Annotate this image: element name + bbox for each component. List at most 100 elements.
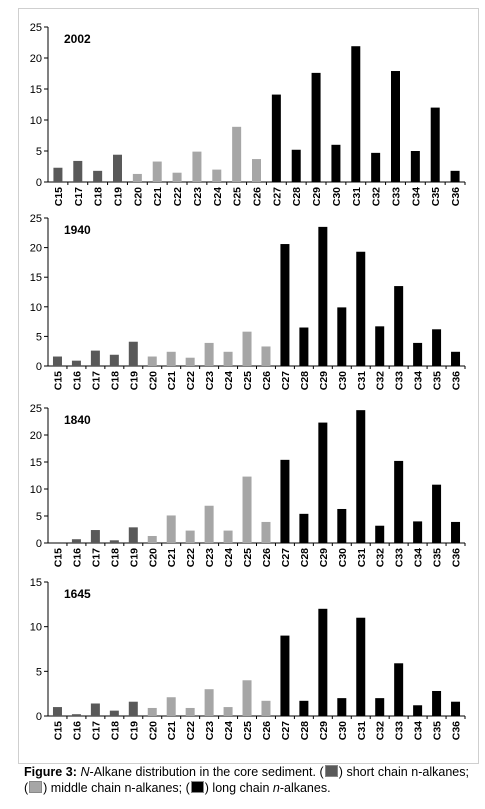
y-tick-label: 20 bbox=[30, 53, 42, 65]
bar bbox=[242, 331, 252, 366]
x-tick-label: C25 bbox=[242, 548, 254, 567]
x-tick-label: C27 bbox=[271, 187, 283, 206]
bar bbox=[223, 530, 233, 543]
bar bbox=[128, 341, 138, 366]
x-tick-label: C26 bbox=[261, 721, 273, 740]
chart-title: 2002 bbox=[64, 32, 91, 46]
x-tick-label: C32 bbox=[375, 371, 387, 390]
bar bbox=[166, 697, 176, 716]
x-tick-label: C19 bbox=[128, 371, 140, 390]
bar bbox=[185, 530, 195, 543]
chart-panel-1840: 0 5 10 15 20 25 1840 C15 C16 C17 C18 C19 C20 C21 C22 C2… bbox=[30, 403, 466, 567]
bar bbox=[280, 244, 290, 366]
bar bbox=[185, 707, 195, 716]
x-tick-label: C34 bbox=[410, 187, 422, 206]
x-tick-label: C28 bbox=[299, 548, 311, 567]
bar bbox=[261, 700, 271, 716]
x-tick-label: C17 bbox=[90, 721, 102, 740]
x-tick-label: C32 bbox=[375, 721, 387, 740]
x-tick-label: C17 bbox=[90, 371, 102, 390]
bar bbox=[128, 701, 138, 716]
x-tick-label: C15 bbox=[52, 371, 64, 390]
y-tick-label: 25 bbox=[30, 403, 42, 415]
bar bbox=[394, 663, 404, 716]
x-tick-label: C34 bbox=[413, 721, 425, 740]
x-tick-label: C15 bbox=[52, 721, 64, 740]
bar bbox=[71, 360, 81, 366]
middle-chain-swatch bbox=[29, 781, 43, 793]
x-tick-label: C33 bbox=[394, 721, 406, 740]
y-tick-label: 10 bbox=[30, 115, 42, 127]
bar bbox=[450, 170, 460, 182]
x-tick-label: C16 bbox=[71, 371, 83, 390]
bar bbox=[371, 152, 381, 182]
bar bbox=[394, 460, 404, 543]
bar bbox=[204, 342, 214, 366]
x-tick-label: C33 bbox=[391, 187, 403, 206]
x-tick-label: C21 bbox=[166, 721, 178, 740]
x-tick-label: C16 bbox=[71, 548, 83, 567]
y-tick-label: 10 bbox=[30, 622, 42, 634]
figure-caption: Figure 3: N-Alkane distribution in the c… bbox=[24, 764, 469, 796]
x-tick-label: C18 bbox=[109, 721, 121, 740]
y-tick-label: 25 bbox=[30, 213, 42, 225]
short-chain-swatch bbox=[324, 765, 338, 777]
x-tick-label: C26 bbox=[261, 548, 273, 567]
bar bbox=[128, 527, 138, 543]
bar bbox=[204, 689, 214, 716]
y-tick-label: 5 bbox=[36, 331, 42, 343]
bar bbox=[166, 351, 176, 366]
y-tick-label: 0 bbox=[36, 538, 42, 550]
x-tick-label: C22 bbox=[172, 187, 184, 206]
caption-long-text: ) long chain bbox=[204, 781, 273, 795]
bar bbox=[291, 149, 301, 182]
y-tick-label: 20 bbox=[30, 430, 42, 442]
y-tick-label: 15 bbox=[30, 577, 42, 589]
bar bbox=[223, 707, 233, 716]
bar bbox=[432, 329, 442, 366]
bar bbox=[413, 521, 423, 543]
x-tick-label: C22 bbox=[185, 548, 197, 567]
bar bbox=[132, 173, 142, 182]
bar bbox=[413, 705, 423, 716]
x-tick-label: C15 bbox=[52, 548, 64, 567]
bar bbox=[451, 701, 461, 716]
x-tick-label: C32 bbox=[371, 187, 383, 206]
x-tick-label: C31 bbox=[351, 187, 363, 206]
bar bbox=[318, 226, 328, 366]
x-tick-label: C26 bbox=[261, 371, 273, 390]
bar bbox=[351, 46, 361, 182]
bar bbox=[166, 515, 176, 543]
x-tick-label: C20 bbox=[147, 548, 159, 567]
x-tick-label: C35 bbox=[432, 371, 444, 390]
caption-middle-text: ) middle chain n-alkanes; ( bbox=[43, 781, 190, 795]
bar bbox=[90, 530, 100, 543]
x-tick-label: C35 bbox=[430, 187, 442, 206]
chart-title: 1645 bbox=[64, 587, 91, 601]
x-tick-label: C27 bbox=[280, 548, 292, 567]
bar bbox=[192, 151, 202, 182]
x-tick-label: C27 bbox=[280, 371, 292, 390]
x-tick-label: C32 bbox=[375, 548, 387, 567]
y-tick-label: 10 bbox=[30, 302, 42, 314]
bar bbox=[52, 356, 62, 366]
bar bbox=[391, 71, 400, 182]
y-tick-label: 25 bbox=[30, 22, 42, 34]
x-tick-label: C23 bbox=[204, 548, 216, 567]
bar bbox=[356, 251, 366, 366]
x-tick-label: C31 bbox=[356, 721, 368, 740]
bar bbox=[212, 169, 222, 182]
x-tick-label: C20 bbox=[132, 187, 144, 206]
x-tick-label: C24 bbox=[223, 721, 235, 740]
bar bbox=[73, 160, 83, 182]
x-tick-label: C30 bbox=[331, 187, 343, 206]
bar bbox=[252, 159, 261, 182]
x-tick-label: C36 bbox=[450, 187, 462, 206]
x-tick-label: C34 bbox=[413, 548, 425, 567]
long-chain-swatch bbox=[190, 781, 204, 793]
x-tick-label: C17 bbox=[90, 548, 102, 567]
y-tick-label: 5 bbox=[36, 666, 42, 678]
x-tick-label: C19 bbox=[128, 548, 140, 567]
bar bbox=[375, 525, 385, 543]
x-tick-label: C21 bbox=[166, 371, 178, 390]
